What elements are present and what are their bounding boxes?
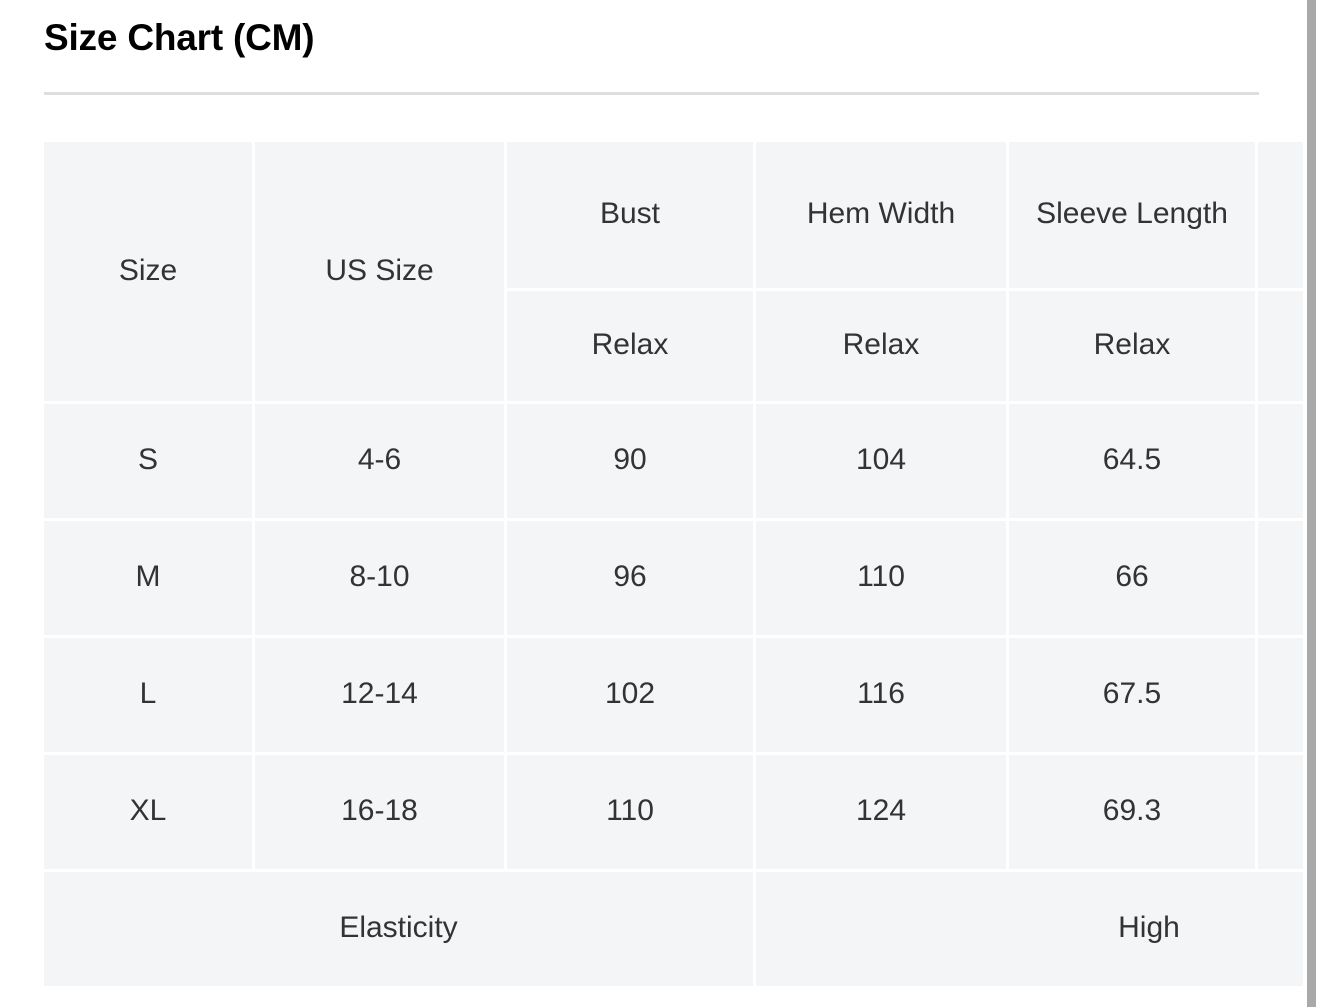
header-bust: Bust	[507, 141, 753, 288]
cell-us-size: 8-10	[255, 520, 504, 635]
size-table-scroll-container[interactable]: Size US Size Bust Hem Width Sleeve Lengt…	[0, 141, 1303, 989]
table-row: L 12-14 102 116 67.5	[44, 637, 1303, 752]
cell-hem-width: 104	[756, 403, 1006, 518]
cell-sleeve-length: 67.5	[1009, 637, 1255, 752]
elasticity-label: Elasticity	[44, 871, 753, 986]
subheader-extra-column	[1258, 290, 1303, 401]
cell-bust: 110	[507, 754, 753, 869]
header-sleeve-length: Sleeve Length	[1009, 141, 1255, 288]
cell-bust: 102	[507, 637, 753, 752]
cell-sleeve-length: 66	[1009, 520, 1255, 635]
cell-size: M	[44, 520, 252, 635]
table-row: XL 16-18 110 124 69.3	[44, 754, 1303, 869]
cell-hem-width: 116	[756, 637, 1006, 752]
page-title: Size Chart (CM)	[44, 17, 315, 58]
cell-bust: 96	[507, 520, 753, 635]
subheader-bust-relax: Relax	[507, 290, 753, 401]
cell-us-size: 16-18	[255, 754, 504, 869]
cell-bust: 90	[507, 403, 753, 518]
subheader-sleeve-length-relax: Relax	[1009, 290, 1255, 401]
subheader-hem-width-relax: Relax	[756, 290, 1006, 401]
cell-extra	[1258, 403, 1303, 518]
cell-hem-width: 124	[756, 754, 1006, 869]
table-row: M 8-10 96 110 66	[44, 520, 1303, 635]
header-row-secondary: Relax Relax Relax	[44, 290, 1303, 401]
cell-size: S	[44, 403, 252, 518]
header-size: Size	[44, 141, 252, 401]
table-row: S 4-6 90 104 64.5	[44, 403, 1303, 518]
size-chart-table: Size US Size Bust Hem Width Sleeve Lengt…	[41, 141, 1303, 989]
table-header: Size US Size Bust Hem Width Sleeve Lengt…	[44, 141, 1303, 401]
cell-us-size: 4-6	[255, 403, 504, 518]
elasticity-row: Elasticity High	[44, 871, 1303, 986]
title-divider	[44, 91, 1259, 95]
cell-us-size: 12-14	[255, 637, 504, 752]
header-extra-column	[1258, 141, 1303, 288]
cell-size: L	[44, 637, 252, 752]
cell-extra	[1258, 754, 1303, 869]
vertical-scrollbar-track[interactable]	[1303, 0, 1320, 1007]
cell-extra	[1258, 637, 1303, 752]
header-us-size: US Size	[255, 141, 504, 401]
header-hem-width: Hem Width	[756, 141, 1006, 288]
cell-sleeve-length: 69.3	[1009, 754, 1255, 869]
elasticity-value: High	[756, 871, 1303, 986]
cell-sleeve-length: 64.5	[1009, 403, 1255, 518]
cell-extra	[1258, 520, 1303, 635]
cell-hem-width: 110	[756, 520, 1006, 635]
vertical-scrollbar-thumb[interactable]	[1307, 0, 1316, 1007]
cell-size: XL	[44, 754, 252, 869]
table-body: S 4-6 90 104 64.5 M 8-10 96 110 66 L	[44, 403, 1303, 986]
header-row-primary: Size US Size Bust Hem Width Sleeve Lengt…	[44, 141, 1303, 401]
